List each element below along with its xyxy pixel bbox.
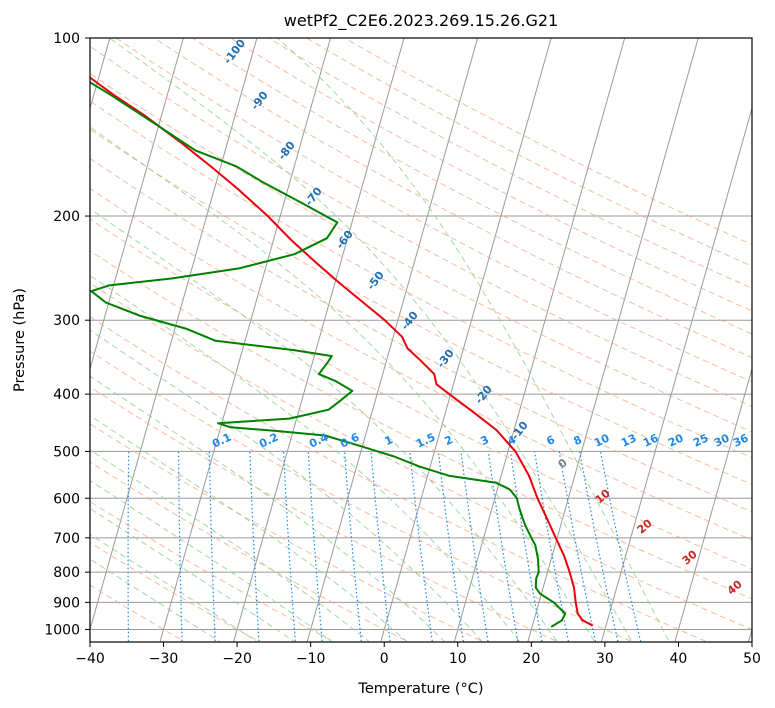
y-axis-title: Pressure (hPa)	[12, 288, 28, 392]
temperature-profile-line	[90, 76, 594, 627]
dry-adiabat-line	[192, 38, 752, 335]
mixing-ratio-line	[579, 451, 619, 642]
moist-adiabat-line	[90, 126, 596, 642]
mixing-ratio-line	[343, 451, 362, 642]
x-axis-title: Temperature (°C)	[357, 681, 483, 697]
mixing-ratio-line	[409, 451, 434, 642]
y-tick-label: 200	[53, 209, 80, 225]
x-tick-label: 30	[596, 651, 614, 667]
mixing-ratio-line	[249, 451, 260, 642]
mixing-ratio-line	[370, 451, 391, 642]
chart-title: wetPf2_C2E6.2023.269.15.26.G21	[284, 11, 558, 31]
moist-adiabat-line	[90, 274, 521, 642]
x-tick-label: −10	[296, 651, 326, 667]
plot-frame	[89, 37, 753, 643]
moist-adiabat-line	[276, 38, 670, 642]
isotherm-line	[159, 38, 332, 642]
dry-adiabat-line	[90, 45, 752, 407]
moist-adiabat-line	[90, 479, 333, 642]
moist-adiabat-line	[90, 375, 446, 642]
dry-adiabat-line	[90, 250, 752, 600]
moist-adiabat-line	[90, 414, 409, 642]
dry-adiabat-line	[90, 350, 634, 642]
mixing-ratio-label: 20	[666, 431, 686, 449]
y-tick-label: 1000	[44, 622, 80, 638]
dry-adiabat-line	[90, 584, 187, 642]
dry-adiabat-line	[90, 386, 560, 642]
y-tick-label: 700	[53, 531, 80, 547]
x-tick-label: −40	[75, 651, 105, 667]
isotherm-line	[90, 38, 184, 371]
isotherm-line	[306, 38, 479, 642]
mixing-ratio-line	[599, 451, 642, 642]
moist-adiabat-line	[108, 38, 633, 642]
mixing-ratio-line	[509, 451, 543, 642]
isotherm-line	[527, 38, 699, 642]
sounding-profiles	[90, 76, 594, 628]
dry-adiabat-line	[90, 128, 752, 486]
isotherm-line	[674, 367, 752, 642]
dry-adiabat-line	[90, 461, 411, 642]
plot-background-lines	[90, 38, 752, 642]
mixing-ratio-line	[307, 451, 323, 642]
mixing-ratio-line	[437, 451, 465, 642]
y-tick-label: 100	[53, 31, 80, 47]
y-tick-label: 900	[53, 595, 80, 611]
mixing-ratio-label: 10	[592, 431, 612, 449]
dry-adiabat-line	[90, 157, 752, 513]
moist-adiabat-line	[90, 208, 559, 642]
dry-adiabat-line	[90, 423, 485, 642]
y-tick-label: 600	[53, 491, 80, 507]
mixing-ratio-line	[283, 451, 297, 642]
mixing-ratio-line	[487, 451, 519, 642]
mixing-ratio-label: 25	[691, 431, 710, 449]
mixing-ratio-line	[178, 451, 183, 642]
mixing-ratio-line	[208, 451, 216, 642]
x-tick-label: −20	[222, 651, 252, 667]
isotherm-line	[600, 106, 752, 642]
mixing-ratio-line	[127, 451, 130, 642]
dry-adiabat-line	[90, 282, 752, 631]
isotherm-line	[233, 38, 405, 642]
mixing-ratio-line	[460, 451, 489, 642]
dry-adiabat-line	[90, 187, 752, 541]
dry-adiabat-line	[153, 38, 752, 359]
dewpoint-profile-line	[90, 81, 567, 628]
x-tick-label: 20	[522, 651, 540, 667]
isotherm-line	[453, 38, 626, 642]
y-tick-label: 400	[53, 387, 80, 403]
mixing-ratio-label: 16	[641, 431, 661, 449]
dry-adiabat-line	[268, 38, 752, 289]
y-tick-label: 500	[53, 444, 80, 460]
x-tick-label: −30	[149, 651, 179, 667]
dry-adiabat-line	[90, 316, 709, 642]
axes: −40 −30 −20 −10 0 10 20 30 40 50 100 200 300 400 500 60…	[44, 31, 761, 667]
mixing-ratio-label: 13	[619, 431, 638, 449]
mixing-ratio-line	[534, 451, 570, 642]
x-tick-label: 10	[449, 651, 467, 667]
dry-adiabat-line	[90, 72, 752, 433]
x-tick-label: 40	[670, 651, 688, 667]
moist-adiabat-line	[90, 449, 371, 642]
mixing-ratio-label: 36	[731, 431, 751, 449]
x-tick-label: 0	[380, 651, 389, 667]
isotherm-line	[380, 38, 552, 642]
moist-adiabat-line	[90, 507, 296, 642]
mixing-ratio-label: 30	[712, 431, 732, 449]
y-tick-label: 800	[53, 565, 80, 581]
x-tick-label: 50	[743, 651, 761, 667]
y-tick-label: 300	[53, 313, 80, 329]
